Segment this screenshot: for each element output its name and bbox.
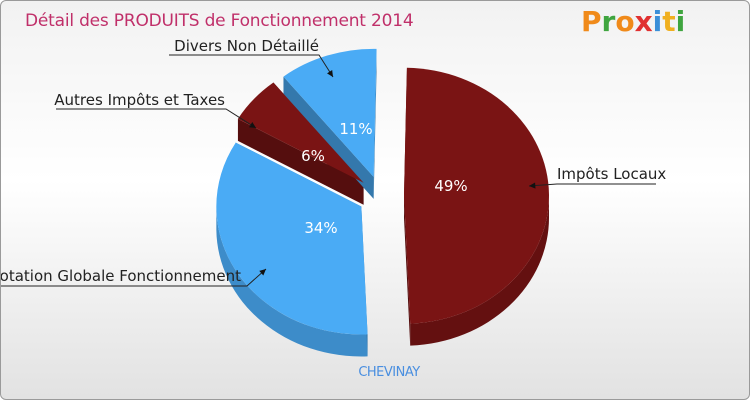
pie-slice-wall xyxy=(373,48,377,199)
logo-letter: t xyxy=(662,5,676,38)
logo-letter: i xyxy=(652,5,663,38)
pie-slice-side xyxy=(216,207,368,357)
slice-category-label: Divers Non Détaillé xyxy=(174,37,319,55)
leader-line xyxy=(169,54,334,78)
leader-line xyxy=(56,108,257,129)
proxiti-logo: Proxiti xyxy=(581,5,685,38)
pie-slice-wall xyxy=(237,118,364,205)
leader-arrow xyxy=(259,269,266,276)
slice-category-label: Autres Impôts et Taxes xyxy=(54,91,225,109)
leader-arrow xyxy=(529,182,536,189)
slice-category-label: Impôts Locaux xyxy=(557,165,666,183)
slice-category-label: Dotation Globale Fonctionnement xyxy=(1,267,241,285)
pie-slice-wall xyxy=(403,195,411,346)
slice-value-label: 49% xyxy=(434,177,467,195)
pie-slices xyxy=(216,48,549,357)
chart-subtitle: CHEVINAY xyxy=(358,365,420,380)
slice-value-label: 6% xyxy=(301,147,325,165)
slice-value-label: 11% xyxy=(339,120,372,138)
logo-letter: P xyxy=(581,5,602,38)
logo-letter: o xyxy=(615,5,635,38)
pie-slice[interactable] xyxy=(283,48,377,177)
logo-letter: i xyxy=(675,5,686,38)
logo-letter: x xyxy=(634,5,653,38)
pie-slice[interactable] xyxy=(237,82,364,183)
leader-line xyxy=(1,268,267,287)
chart-title: Détail des PRODUITS de Fonctionnement 20… xyxy=(25,11,414,31)
logo-letter: r xyxy=(601,5,616,38)
pie-slice-wall xyxy=(283,76,374,199)
leader-arrow xyxy=(249,122,256,128)
pie-slice-side xyxy=(410,194,549,346)
slice-value-label: 34% xyxy=(304,219,337,237)
leader-line xyxy=(528,183,656,187)
pie-slice[interactable] xyxy=(216,142,368,335)
leader-arrow xyxy=(327,70,333,77)
pie-slice[interactable] xyxy=(403,67,549,324)
